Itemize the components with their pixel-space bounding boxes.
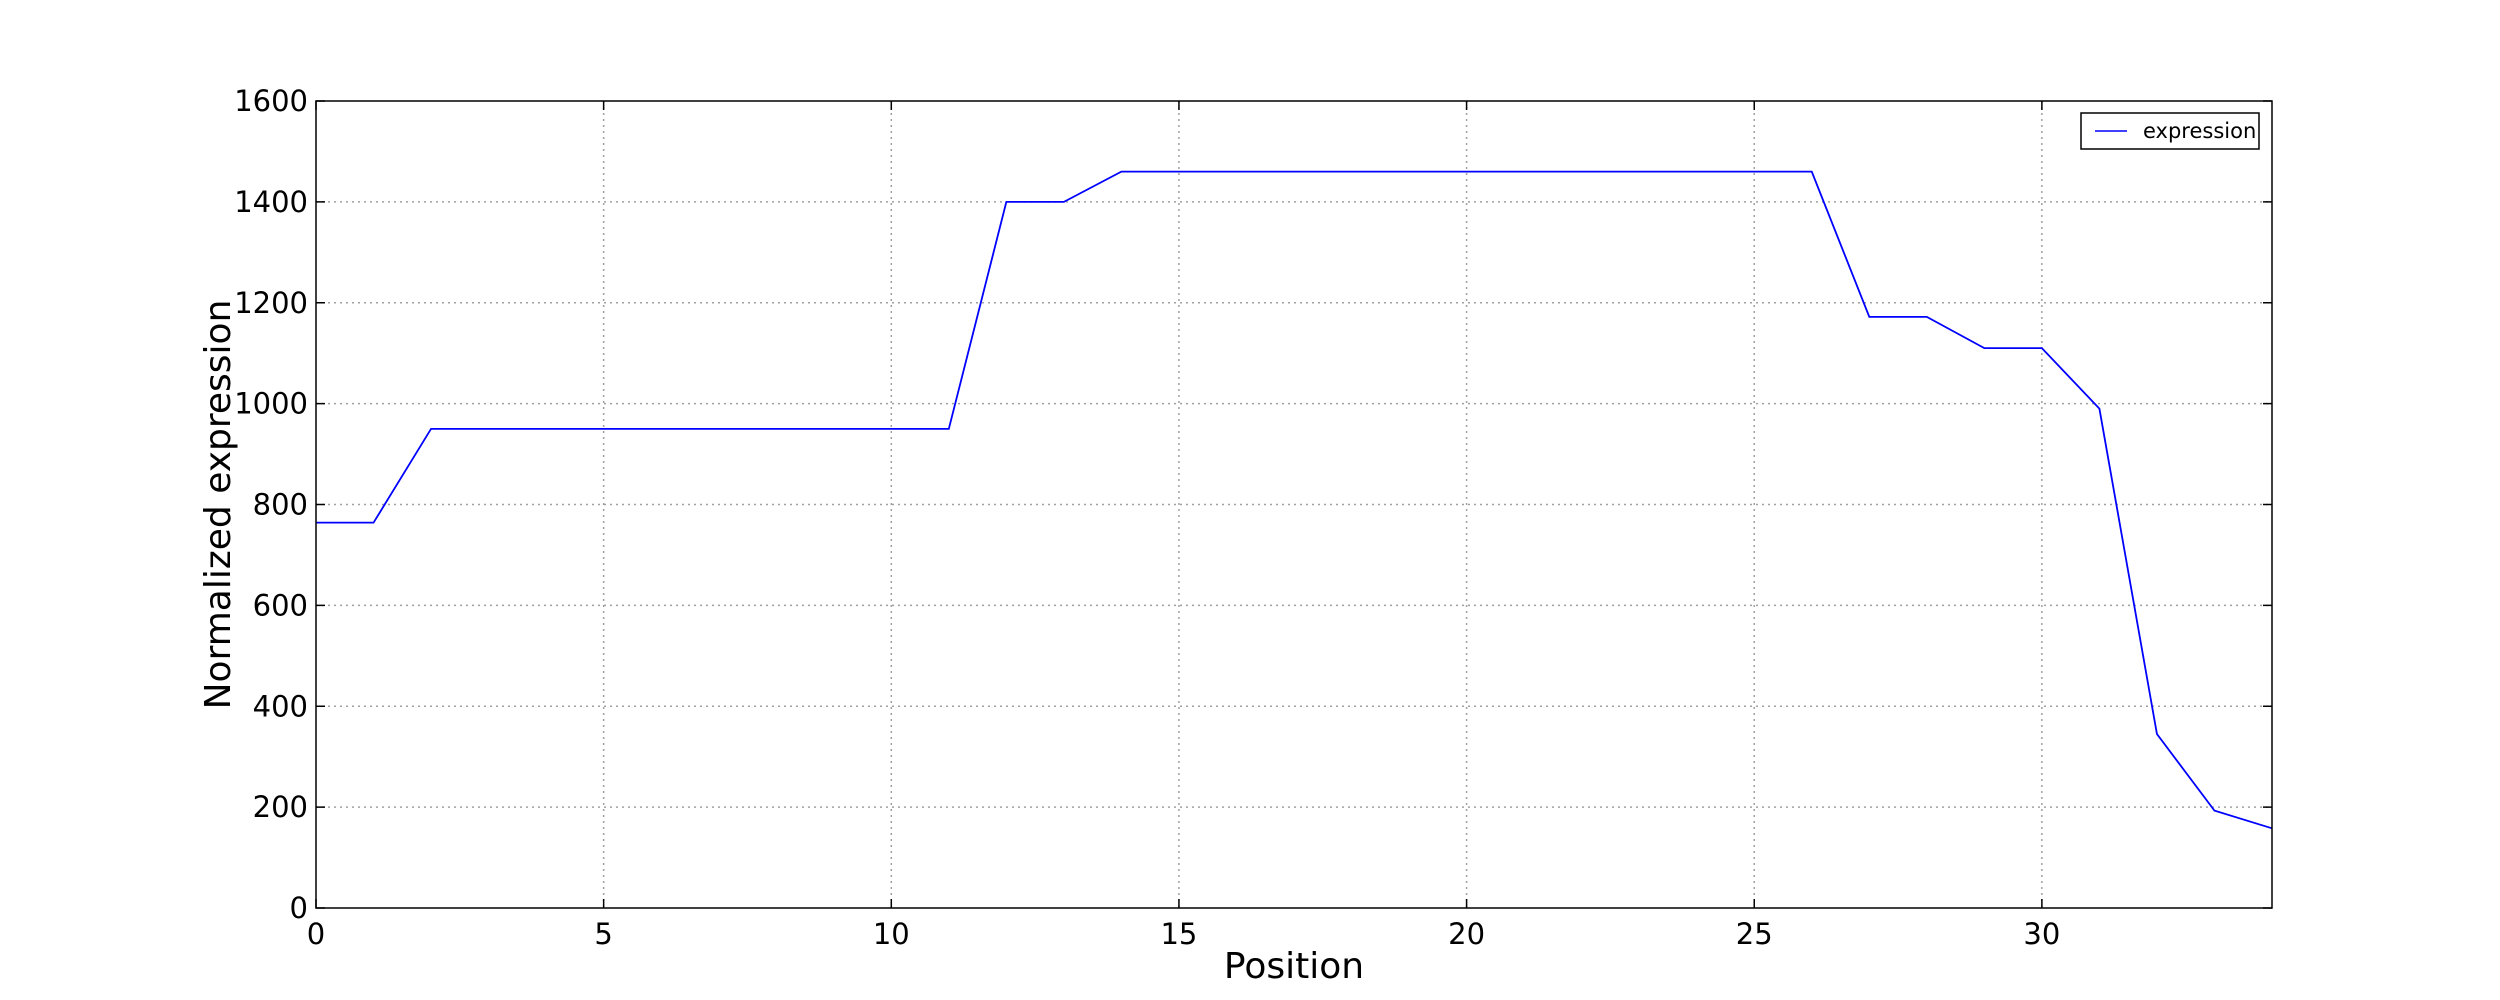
ticks: 0 5 10 15 20 25 30 0 200 400 600 800 1000 1200 1400 160… bbox=[234, 84, 2272, 951]
y-tick-label-400: 400 bbox=[253, 689, 308, 723]
x-tick-label-15: 15 bbox=[1160, 917, 1197, 951]
y-axis-label: Normalized expression bbox=[198, 300, 239, 710]
x-tick-label-30: 30 bbox=[2023, 917, 2060, 951]
y-tick-label-1200: 1200 bbox=[234, 286, 308, 320]
legend-label-expression: expression bbox=[2143, 119, 2256, 143]
series-layer bbox=[316, 170, 2273, 830]
y-tick-label-0: 0 bbox=[290, 891, 308, 925]
x-tick-label-20: 20 bbox=[1448, 917, 1485, 951]
x-axis-label: Position bbox=[1224, 946, 1364, 987]
y-tick-label-600: 600 bbox=[253, 588, 308, 622]
y-tick-label-1400: 1400 bbox=[234, 185, 308, 219]
x-tick-label-10: 10 bbox=[873, 917, 910, 951]
y-tick-label-1600: 1600 bbox=[234, 84, 308, 118]
y-tick-label-200: 200 bbox=[253, 790, 308, 824]
x-tick-label-5: 5 bbox=[594, 917, 612, 951]
x-tick-label-25: 25 bbox=[1736, 917, 1773, 951]
y-tick-label-800: 800 bbox=[253, 488, 308, 522]
x-tick-label-0: 0 bbox=[307, 917, 325, 951]
y-tick-label-1000: 1000 bbox=[234, 387, 308, 421]
grid bbox=[316, 101, 2272, 908]
series-line-expression bbox=[316, 170, 2273, 830]
legend: expression bbox=[2080, 112, 2260, 150]
